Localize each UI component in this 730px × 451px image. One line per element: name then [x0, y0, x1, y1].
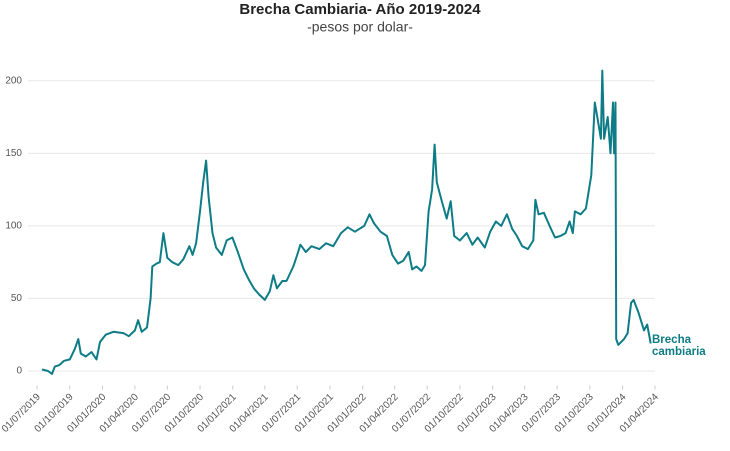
series-label: Brecha cambiaria [652, 334, 706, 358]
y-tick-label: 50 [11, 293, 23, 304]
y-tick-label: 200 [5, 75, 22, 86]
y-tick-label: 0 [16, 366, 22, 377]
y-tick-label: 150 [5, 148, 22, 159]
chart-subtitle: -pesos por dolar- [307, 19, 413, 35]
series-line [41, 69, 652, 375]
chart-title: Brecha Cambiaria- Año 2019-2024 [239, 1, 481, 18]
y-tick-label: 100 [5, 221, 22, 232]
